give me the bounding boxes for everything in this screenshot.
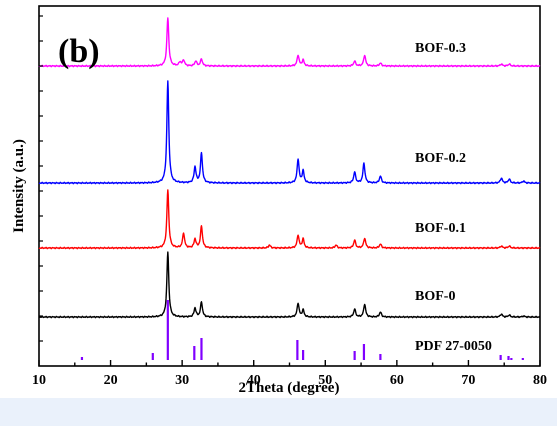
x-tick-label: 70 bbox=[461, 373, 475, 388]
series-label-bof-0-1: BOF-0.1 bbox=[415, 221, 466, 236]
x-tick-label: 60 bbox=[390, 373, 404, 388]
x-axis-title: 2Theta (degree) bbox=[239, 380, 340, 396]
series-label-pdf-27-0050: PDF 27-0050 bbox=[415, 339, 492, 354]
x-tick-label: 80 bbox=[533, 373, 547, 388]
bottom-band bbox=[0, 398, 557, 426]
y-axis-title: Intensity (a.u.) bbox=[11, 139, 27, 233]
y-ticks-group bbox=[39, 15, 43, 342]
x-tick-label: 30 bbox=[175, 373, 189, 388]
x-tick-label: 20 bbox=[104, 373, 118, 388]
x-tick-label: 40 bbox=[247, 373, 261, 388]
x-ticks-group: 10 20 30 40 50 60 70 80 bbox=[32, 360, 547, 388]
series-label-bof-0-3: BOF-0.3 bbox=[415, 41, 466, 56]
x-tick-label: 10 bbox=[32, 373, 46, 388]
x-tick-label: 50 bbox=[318, 373, 332, 388]
plot-area-border bbox=[38, 5, 541, 367]
traces-group bbox=[38, 17, 541, 360]
trace-bof-0-1 bbox=[38, 189, 541, 250]
series-label-bof-0-2: BOF-0.2 bbox=[415, 151, 466, 166]
panel-label: (b) bbox=[58, 33, 100, 70]
series-labels-group: BOF-0.3 BOF-0.2 BOF-0.1 BOF-0 PDF 27-0050 bbox=[415, 41, 492, 354]
trace-bof-0-2 bbox=[38, 80, 541, 185]
series-label-bof-0: BOF-0 bbox=[415, 289, 455, 304]
trace-bof-0 bbox=[38, 251, 541, 319]
trace-bof-0-3 bbox=[38, 17, 541, 68]
